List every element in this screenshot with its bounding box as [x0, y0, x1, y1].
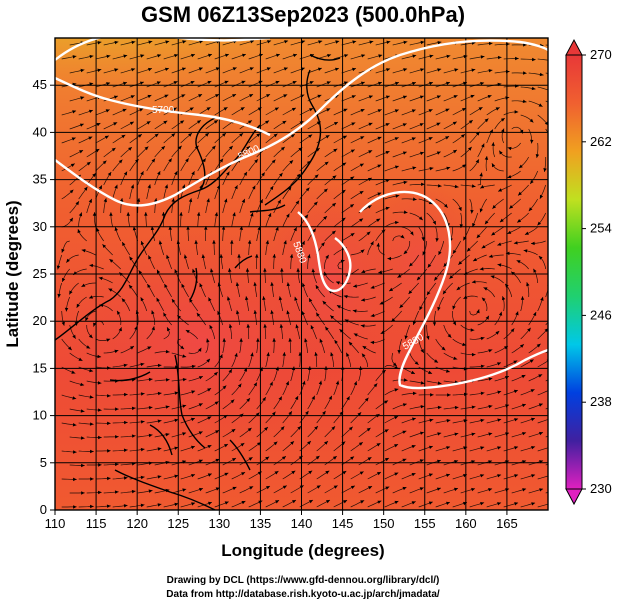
y-axis-label: Latitude (degrees): [3, 200, 22, 347]
colorbar-min-arrow: [565, 488, 583, 506]
x-tick-label: 160: [455, 516, 477, 531]
plot-area: 5700 5800 5880 5880: [55, 38, 548, 510]
colorbar-ticks: 230 238 246 254 262 270: [582, 47, 612, 496]
y-tick-label: 40: [33, 124, 47, 139]
x-tick-label: 125: [167, 516, 189, 531]
grid: [55, 38, 548, 510]
colorbar-tick-label: 254: [590, 221, 612, 236]
x-axis-label: Longitude (degrees): [221, 541, 384, 560]
y-tick-label: 20: [33, 313, 47, 328]
contour-5880-south: [359, 190, 548, 390]
contour-5800a: [55, 76, 271, 137]
contour-5880-cut: [297, 211, 352, 293]
colorbar-tick-label: 262: [590, 134, 612, 149]
colorbar: 230 238 246 254 262 270: [565, 38, 612, 506]
colorbar-tick-label: 230: [590, 481, 612, 496]
y-tick-label: 25: [33, 266, 47, 281]
colorbar-frame: [565, 54, 583, 490]
coastlines: [55, 54, 341, 510]
y-tick-label: 15: [33, 360, 47, 375]
colorbar-max-arrow: [565, 38, 583, 56]
credit-data: Data from http://database.rish.kyoto-u.a…: [166, 589, 440, 600]
x-tick-label: 165: [496, 516, 518, 531]
y-tick-label: 0: [40, 502, 47, 517]
x-axis: 110 115 120 125 130 135 140 145 150 155 160 165: [45, 510, 518, 531]
x-tick-label: 135: [250, 516, 272, 531]
height-contours: [55, 38, 548, 390]
contour-5880-north: [55, 39, 548, 207]
y-tick-label: 35: [33, 172, 47, 187]
x-tick-label: 150: [373, 516, 395, 531]
warm-region-east: [360, 180, 480, 340]
y-tick-label: 30: [33, 219, 47, 234]
x-tick-label: 140: [291, 516, 313, 531]
chart-title: GSM 06Z13Sep2023 (500.0hPa): [141, 2, 465, 27]
x-tick-label: 130: [208, 516, 230, 531]
colorbar-tick-label: 270: [590, 47, 612, 62]
y-tick-label: 45: [33, 77, 47, 92]
x-tick-label: 155: [414, 516, 436, 531]
x-tick-label: 120: [126, 516, 148, 531]
y-tick-label: 10: [33, 408, 47, 423]
x-tick-label: 115: [86, 516, 107, 531]
colorbar-tick-label: 246: [590, 307, 612, 322]
colorbar-body: [566, 55, 582, 489]
x-tick-label: 145: [332, 516, 354, 531]
credit-drawing: Drawing by DCL (https://www.gfd-dennou.o…: [167, 575, 440, 586]
contour-label-5700: 5700: [152, 105, 175, 116]
y-tick-label: 5: [40, 455, 47, 470]
x-tick-label: 110: [45, 516, 66, 531]
contour-5700: [55, 38, 271, 61]
colorbar-tick-label: 238: [590, 394, 612, 409]
y-axis: 0 5 10 15 20 25 30 35 40 45: [33, 77, 55, 517]
